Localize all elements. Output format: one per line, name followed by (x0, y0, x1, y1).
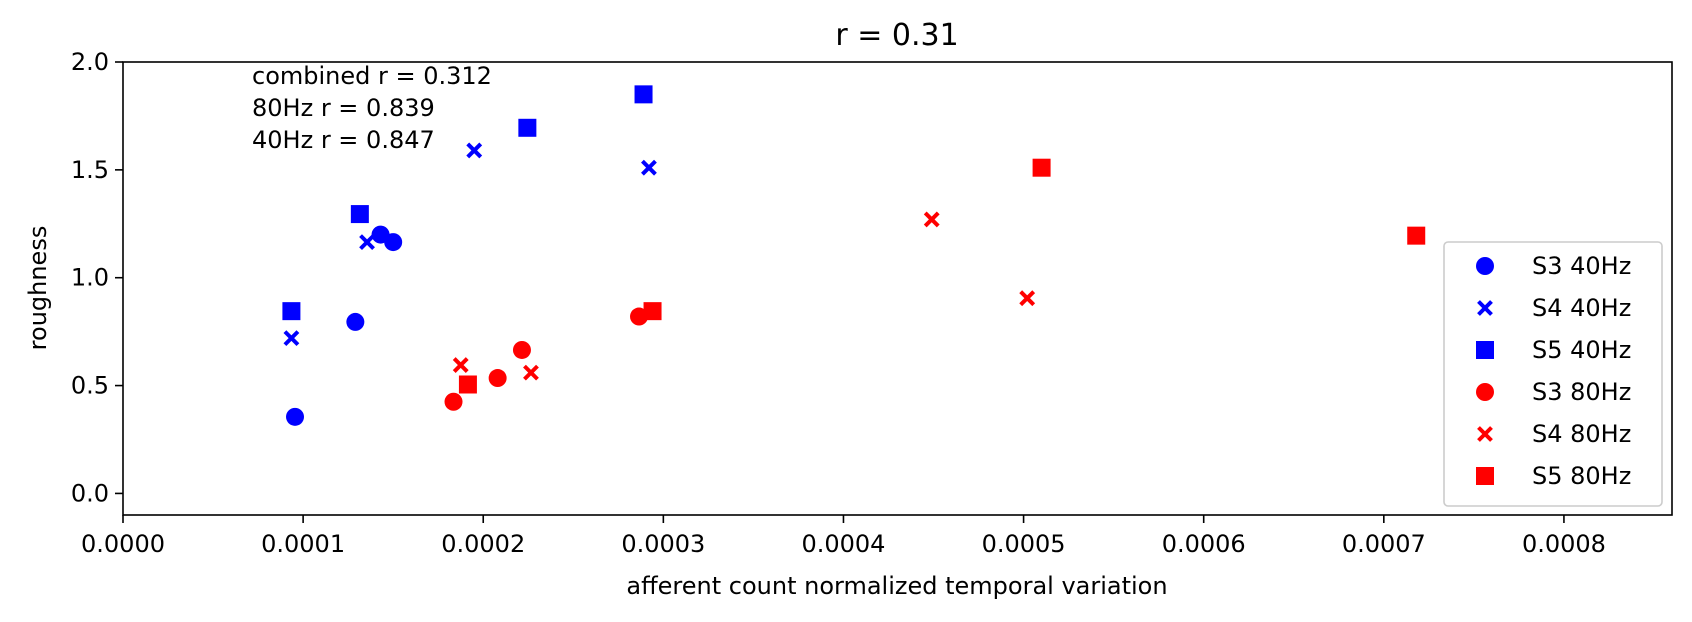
legend-marker (1476, 257, 1494, 275)
plot-frame (122, 61, 1673, 516)
x-tick-label: 0.0001 (261, 530, 345, 558)
y-tick-label: 2.0 (71, 48, 109, 76)
data-point (283, 330, 300, 347)
x-tick-label: 0.0008 (1522, 530, 1606, 558)
y-tick-label: 0.5 (71, 372, 109, 400)
data-point (641, 159, 657, 176)
correlation-annotation: 40Hz r = 0.847 (252, 126, 435, 154)
legend-marker (1477, 300, 1493, 316)
correlation-annotation: 80Hz r = 0.839 (252, 94, 435, 122)
legend-label: S4 40Hz (1532, 294, 1631, 322)
data-point (923, 211, 940, 228)
legend-label: S5 80Hz (1532, 462, 1631, 490)
data-point (384, 233, 403, 252)
data-point (523, 364, 539, 381)
data-point (350, 205, 369, 224)
data-point (458, 375, 477, 394)
data-point (634, 85, 653, 104)
data-point (630, 307, 649, 326)
legend-marker (1476, 383, 1494, 401)
x-axis-label: afferent count normalized temporal varia… (626, 572, 1167, 600)
x-tick-label: 0.0004 (801, 530, 885, 558)
legend-label: S4 80Hz (1532, 420, 1631, 448)
x-tick-label: 0.0006 (1162, 530, 1246, 558)
data-point (1032, 158, 1051, 177)
data-point (518, 118, 537, 137)
y-tick-label: 0.0 (71, 479, 109, 507)
data-point (512, 340, 531, 359)
legend-frame (1443, 241, 1663, 507)
plot-area (123, 62, 1672, 515)
data-point (466, 142, 483, 159)
correlation-annotation: combined r = 0.312 (252, 62, 492, 90)
legend-marker (1476, 467, 1494, 485)
x-tick-label: 0.0003 (621, 530, 705, 558)
x-tick-label: 0.0005 (982, 530, 1066, 558)
legend-label: S3 40Hz (1532, 252, 1631, 280)
x-tick-label: 0.0007 (1342, 530, 1426, 558)
correlation-annotations: combined r = 0.312 80Hz r = 0.839 40Hz r =… (252, 62, 492, 154)
data-point (643, 302, 662, 321)
data-point (488, 369, 507, 388)
data-point (444, 392, 463, 411)
legend-marker (1476, 341, 1494, 359)
data-point (286, 407, 305, 426)
data-point (1019, 290, 1036, 307)
data-point (359, 234, 375, 251)
x-axis: 0.0000 0.0001 0.0002 0.0003 0.0004 0.0005 0.00… (81, 515, 1606, 558)
data-point (282, 302, 301, 321)
legend-label: S5 40Hz (1532, 336, 1631, 364)
legend: S3 40Hz S4 40Hz S5 40Hz S3 80Hz S4 80Hz S5 80… (1443, 241, 1663, 507)
legend-marker (1477, 426, 1493, 442)
y-axis-label: roughness (24, 226, 52, 351)
chart-title: r = 0.31 (835, 18, 958, 53)
x-tick-label: 0.0000 (81, 530, 165, 558)
data-point (346, 312, 365, 331)
y-axis: 0.0 0.5 1.0 1.5 2.0 (71, 48, 123, 507)
data-point (1407, 226, 1426, 245)
y-tick-label: 1.5 (71, 156, 109, 184)
data-point (452, 357, 469, 373)
data-points (282, 85, 1426, 426)
y-tick-label: 1.0 (71, 264, 109, 292)
x-tick-label: 0.0002 (441, 530, 525, 558)
legend-label: S3 80Hz (1532, 378, 1631, 406)
